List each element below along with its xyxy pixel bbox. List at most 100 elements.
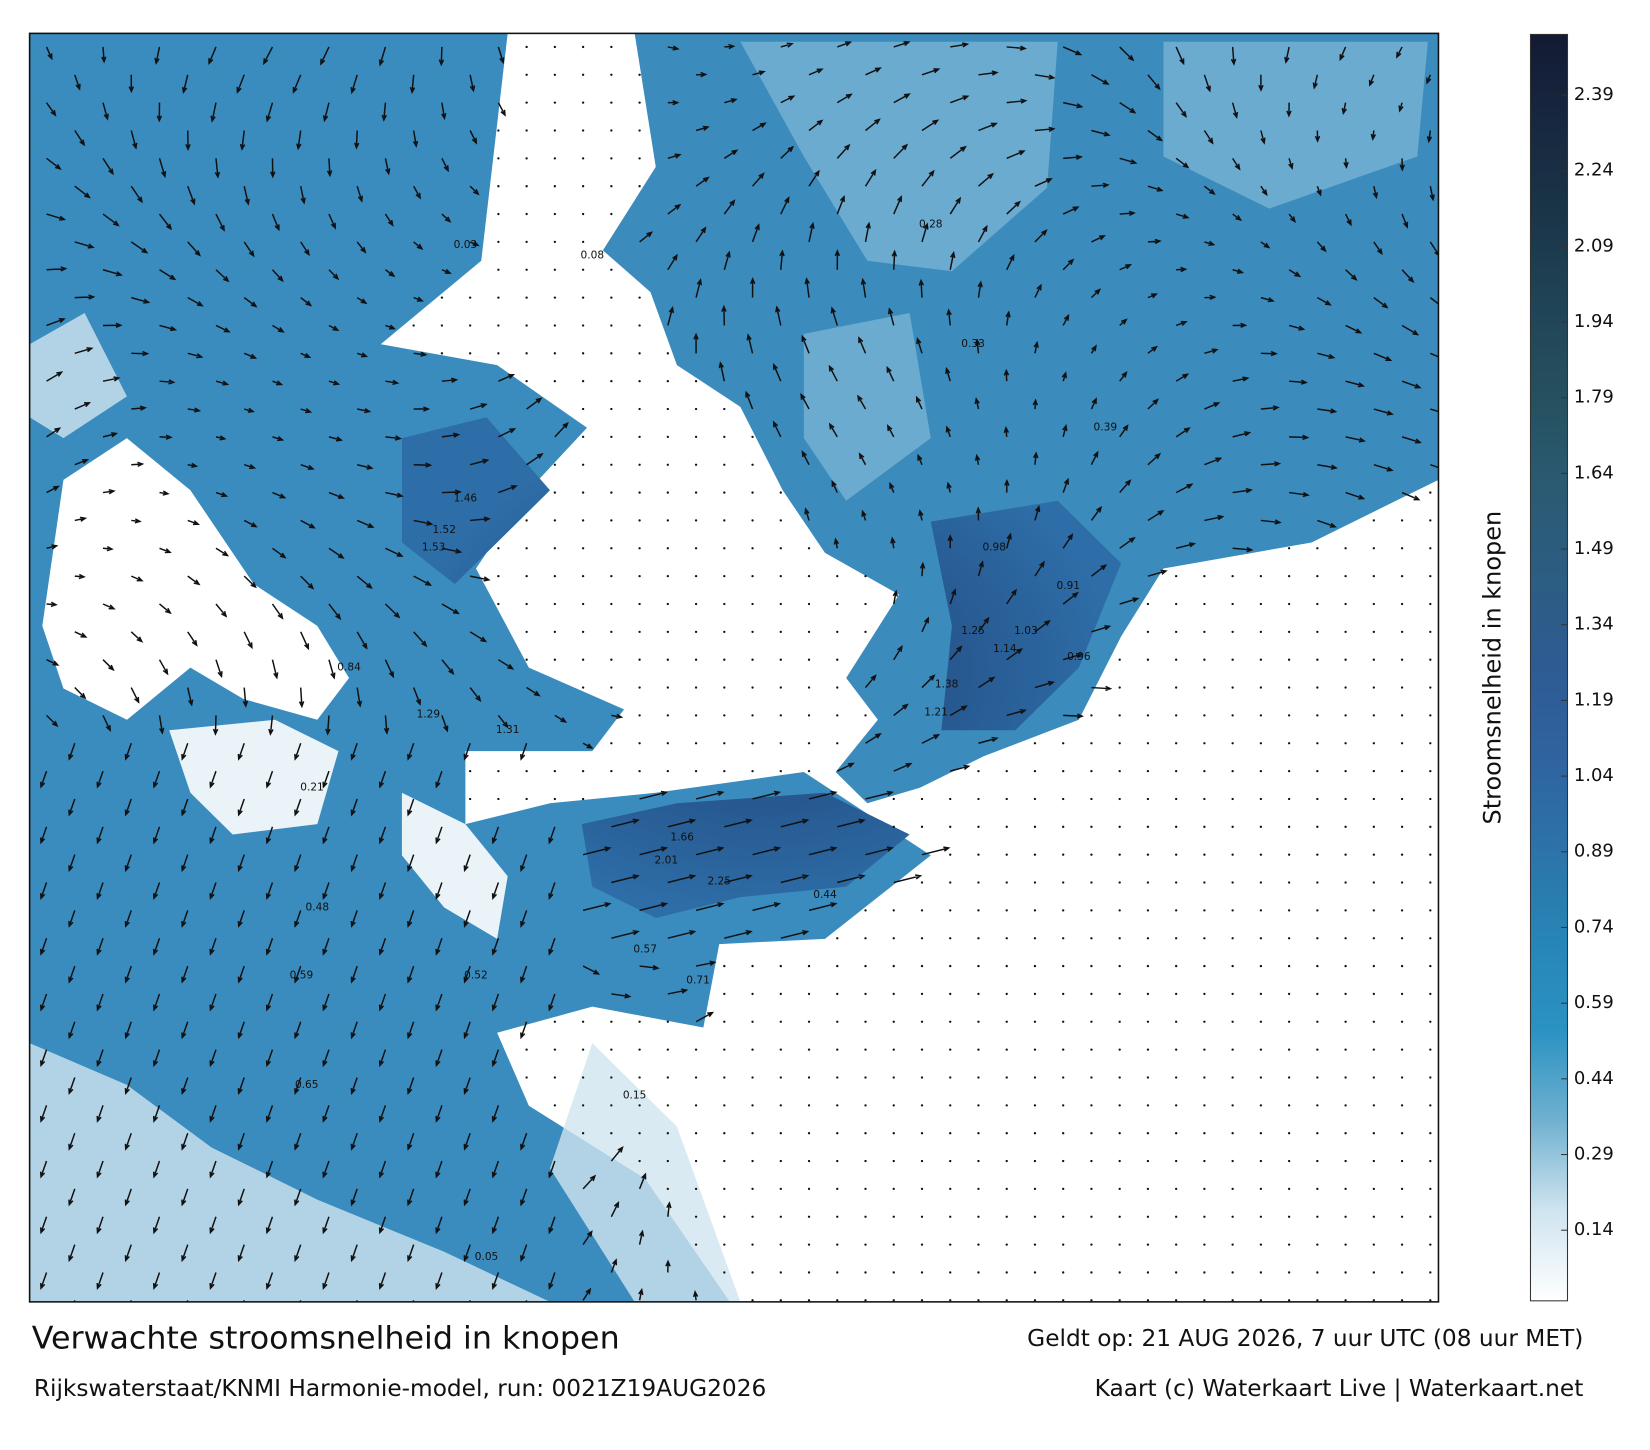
colorbar-tick-label: 0.44 bbox=[1574, 1068, 1614, 1089]
grid-dot bbox=[864, 1215, 867, 1218]
grid-dot bbox=[751, 1299, 754, 1302]
island bbox=[42, 438, 350, 720]
grid-dot bbox=[1400, 992, 1404, 996]
grid-dot bbox=[1118, 964, 1121, 968]
grid-dot bbox=[553, 1076, 557, 1079]
grid-dot bbox=[581, 240, 585, 244]
grid-dot bbox=[723, 1243, 726, 1246]
grid-dot bbox=[949, 1076, 952, 1079]
grid-dot bbox=[525, 380, 528, 383]
grid-dot bbox=[1146, 964, 1150, 968]
grid-dot bbox=[610, 658, 613, 661]
grid-dot bbox=[1146, 630, 1150, 633]
grid-dot bbox=[1203, 853, 1206, 856]
grid-dot bbox=[1118, 992, 1121, 996]
grid-dot bbox=[497, 296, 500, 299]
grid-dot bbox=[949, 937, 952, 940]
grid-dot bbox=[553, 630, 557, 633]
grid-dot bbox=[751, 491, 754, 494]
grid-dot bbox=[1344, 1076, 1347, 1079]
grid-dot bbox=[581, 491, 585, 494]
speed-label: 1.21 bbox=[924, 707, 948, 719]
grid-dot bbox=[1174, 658, 1178, 661]
grid-dot bbox=[666, 714, 669, 717]
grid-dot bbox=[553, 240, 557, 244]
grid-dot bbox=[1231, 797, 1234, 801]
grid-dot bbox=[1062, 881, 1065, 884]
grid-dot bbox=[1062, 937, 1065, 940]
grid-dot bbox=[1259, 1299, 1263, 1302]
grid-dot bbox=[1372, 1159, 1375, 1163]
grid-dot bbox=[1259, 1215, 1263, 1218]
grid-dot bbox=[1203, 797, 1206, 801]
grid-dot bbox=[836, 742, 839, 745]
grid-dot bbox=[610, 45, 613, 49]
colorbar-tick-label: 0.59 bbox=[1574, 992, 1614, 1013]
grid-dot bbox=[1174, 937, 1178, 940]
grid-dot bbox=[892, 1076, 895, 1079]
grid-dot bbox=[949, 964, 952, 968]
grid-dot bbox=[977, 1215, 980, 1218]
grid-dot bbox=[553, 1104, 557, 1107]
grid-dot bbox=[977, 797, 980, 801]
grid-dot bbox=[1231, 1048, 1234, 1051]
grid-dot bbox=[892, 825, 895, 828]
grid-dot bbox=[1174, 742, 1178, 745]
grid-dot bbox=[638, 547, 641, 550]
grid-dot bbox=[1062, 1159, 1065, 1163]
grid-dot bbox=[610, 1076, 613, 1079]
grid-dot bbox=[1146, 1076, 1150, 1079]
grid-dot bbox=[779, 519, 782, 522]
grid-dot bbox=[723, 1159, 726, 1163]
grid-dot bbox=[1259, 1187, 1263, 1191]
grid-dot bbox=[553, 324, 557, 327]
grid-dot bbox=[1203, 602, 1206, 606]
grid-dot bbox=[1400, 1187, 1404, 1191]
grid-dot bbox=[610, 574, 613, 578]
grid-dot bbox=[1429, 1187, 1432, 1191]
grid-dot bbox=[1231, 964, 1234, 968]
grid-dot bbox=[1231, 658, 1234, 661]
grid-dot bbox=[977, 881, 980, 884]
grid-dot bbox=[1118, 686, 1121, 689]
speed-label: 0.05 bbox=[475, 1251, 499, 1263]
grid-dot bbox=[610, 296, 613, 299]
grid-dot bbox=[581, 101, 585, 104]
grid-dot bbox=[1344, 769, 1347, 773]
grid-dot bbox=[638, 463, 641, 466]
grid-dot bbox=[440, 324, 444, 327]
grid-dot bbox=[723, 407, 726, 411]
grid-dot bbox=[1203, 1076, 1206, 1079]
colorbar-tick-label: 0.14 bbox=[1574, 1219, 1614, 1240]
colorbar-tick-label: 2.24 bbox=[1574, 160, 1614, 181]
grid-dot bbox=[949, 992, 952, 996]
speed-label: 1.14 bbox=[993, 643, 1017, 655]
grid-dot bbox=[1203, 909, 1206, 912]
grid-dot bbox=[610, 435, 613, 439]
grid-dot bbox=[610, 352, 613, 355]
grid-dot bbox=[836, 1243, 839, 1246]
grid-dot bbox=[751, 519, 754, 522]
grid-dot bbox=[836, 686, 839, 689]
grid-dot bbox=[807, 964, 811, 968]
grid-dot bbox=[836, 1132, 839, 1135]
grid-dot bbox=[666, 658, 669, 661]
grid-dot bbox=[694, 574, 698, 578]
grid-dot bbox=[694, 547, 698, 550]
speed-label: 0.48 bbox=[306, 902, 330, 914]
grid-dot bbox=[610, 630, 613, 633]
grid-dot bbox=[1090, 825, 1093, 828]
grid-dot bbox=[694, 1104, 698, 1107]
grid-dot bbox=[779, 714, 782, 717]
grid-dot bbox=[892, 1215, 895, 1218]
grid-dot bbox=[1005, 1299, 1008, 1302]
grid-dot bbox=[779, 992, 782, 996]
grid-dot bbox=[666, 547, 669, 550]
grid-dot bbox=[1372, 714, 1375, 717]
grid-dot bbox=[807, 1159, 811, 1163]
grid-dot bbox=[1259, 1159, 1263, 1163]
grid-dot bbox=[638, 1048, 641, 1051]
colorbar-tick-label: 1.19 bbox=[1574, 689, 1614, 710]
grid-dot bbox=[638, 742, 641, 745]
grid-dot bbox=[779, 686, 782, 689]
